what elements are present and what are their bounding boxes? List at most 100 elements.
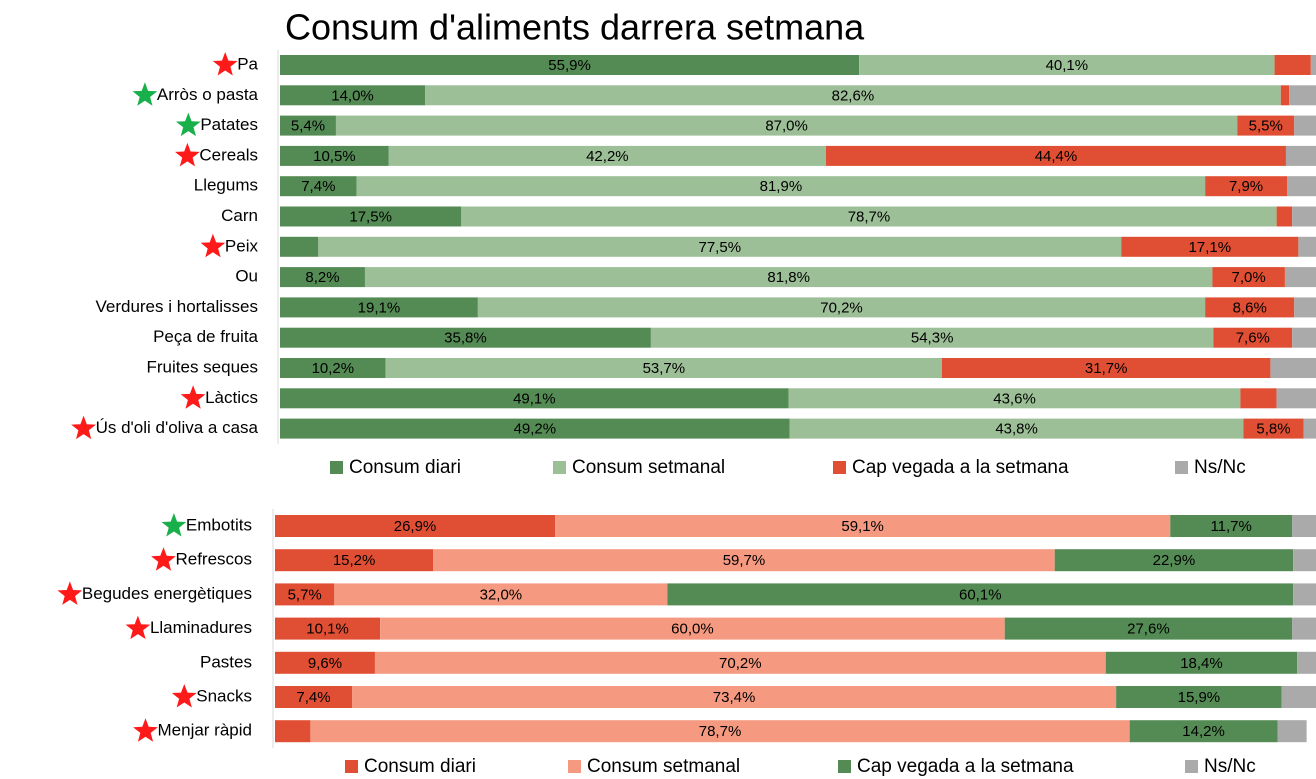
value-label: 10,1% [306,621,349,638]
legend-label: Cap vegada a la setmana [852,457,1069,478]
value-label: 49,2% [514,421,557,438]
value-label: 59,1% [841,518,884,535]
bar-segment [280,297,478,318]
category-label: Patates [200,115,258,134]
bar-segment [275,617,381,640]
value-label: 32,0% [480,586,523,603]
star-icon [176,112,201,137]
category-label: Embotits [186,515,252,534]
bar-segment [275,720,311,743]
value-label: 43,6% [993,390,1036,407]
bar-segment [275,549,434,572]
value-label: 60,0% [671,621,714,638]
value-label: 11,7% [1210,518,1251,535]
legend-swatch [1185,760,1198,773]
bar-segment [275,651,375,674]
value-label: 18,4% [1180,655,1223,672]
bar-segment [1270,358,1316,378]
bar-segment [1297,651,1316,674]
legend-label: Cap vegada a la setmana [857,756,1074,777]
bar-segment [1298,236,1316,257]
value-label: 77,5% [699,239,742,256]
value-label: 7,4% [301,178,335,195]
bar-segment [1240,388,1277,409]
value-label: 54,3% [911,330,954,347]
bar-segment [380,617,1005,640]
value-label: 7,4% [296,689,330,706]
value-label: 27,6% [1127,621,1170,638]
value-label: 10,2% [312,360,355,377]
category-label: Cereals [199,145,258,164]
bar-segment [275,583,335,606]
bar-segment [1292,327,1316,348]
star-icon [125,615,151,640]
bar-segment [280,145,389,166]
bar-segment [461,206,1277,227]
value-label: 26,9% [394,518,437,535]
bar-segment [942,358,1271,378]
legend-label: Consum diari [364,756,476,777]
bar-segment [1292,206,1316,227]
value-label: 59,7% [723,552,766,569]
bar-segment [388,145,826,166]
bar-segment [1213,327,1293,348]
bar-segment [788,388,1241,409]
star-icon [180,385,206,409]
star-icon [151,547,176,571]
legend-swatch [330,461,343,474]
bar-segment [318,236,1122,257]
value-label: 78,7% [699,723,742,740]
bar-segment [825,145,1286,166]
value-label: 15,9% [1178,689,1221,706]
value-label: 78,7% [848,208,891,225]
value-label: 70,2% [719,655,762,672]
bar-segment [335,115,1238,136]
value-label: 73,4% [713,689,756,706]
bar-segment [280,267,365,288]
legend-label: Consum setmanal [572,457,725,478]
bar-segment [334,583,668,606]
category-label: Refrescos [175,550,252,569]
legend-swatch [345,760,358,773]
bar-segment [1293,583,1316,606]
value-label: 49,1% [513,390,556,407]
bar-segment [1105,651,1298,674]
bar-segment [280,206,462,227]
value-label: 5,7% [288,586,322,603]
bar-segment [1274,55,1311,75]
bar-segment [1121,236,1299,257]
bar-segment [280,388,789,409]
bar-segment [1294,297,1316,318]
legend-label: Ns/Nc [1194,457,1246,478]
star-icon [57,581,83,605]
star-icon [171,684,197,708]
bar-segment [1286,176,1316,197]
value-label: 87,0% [765,118,808,135]
bar-segment [280,115,336,136]
bar-segment [1054,549,1294,572]
bar-segment [1129,720,1278,743]
bar-segment [275,686,353,708]
legend-swatch [833,461,846,474]
value-label: 22,9% [1153,552,1196,569]
bar-segment [280,55,860,75]
value-label: 7,9% [1229,178,1263,195]
bar-segment [280,85,426,106]
bar-segment [364,267,1213,288]
bar-segment [650,327,1214,348]
star-icon [175,142,200,167]
value-label: 70,2% [820,299,863,316]
category-label: Peix [225,236,259,255]
bar-segment [374,651,1106,674]
legend-label: Consum setmanal [587,756,740,777]
bar-segment [859,55,1275,75]
category-label: Pa [237,54,258,73]
value-label: 35,8% [444,330,487,347]
category-label: Ou [235,267,258,286]
category-label: Ús d'oli d'oliva a casa [96,418,259,437]
value-label: 31,7% [1085,360,1128,377]
category-label: Verdures i hortalisses [95,297,258,316]
bar-segment [280,176,357,197]
category-label: Peça de fruita [153,327,258,346]
